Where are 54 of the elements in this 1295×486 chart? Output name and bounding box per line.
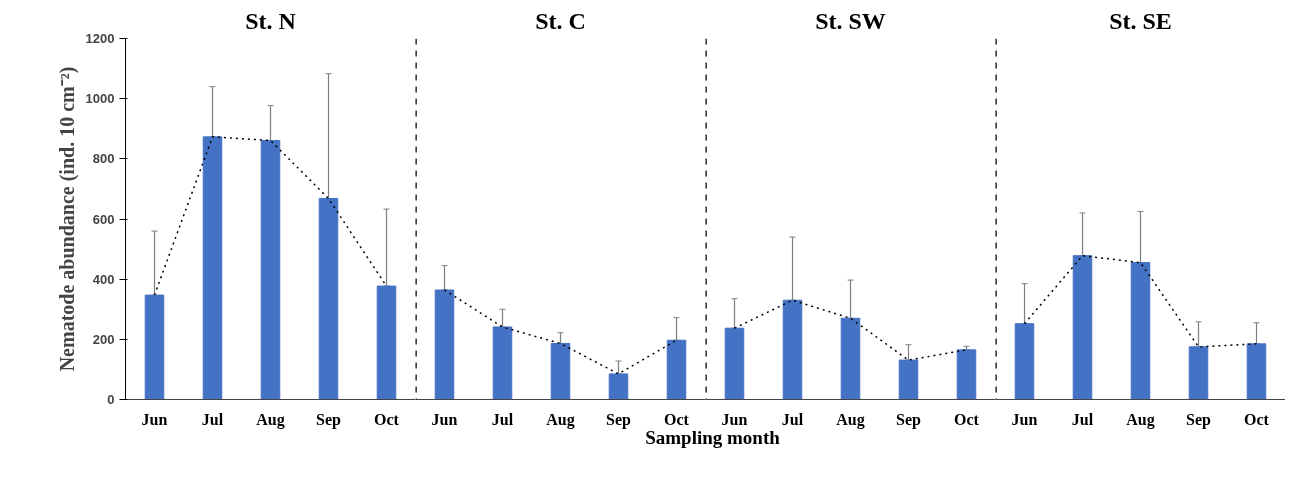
x-tick-label: Jun — [431, 410, 458, 428]
bar — [492, 326, 513, 400]
x-tick-label: Jul — [1071, 410, 1094, 428]
x-tick-label: Sep — [316, 410, 342, 429]
y-axis-title: Nematode abundance (ind. 10 cm⁻²) — [55, 66, 79, 372]
bar — [666, 339, 687, 400]
bar — [608, 373, 629, 400]
x-tick-label: Jul — [491, 410, 514, 428]
chart-title: St. SE — [1109, 7, 1172, 34]
bar — [260, 139, 281, 400]
x-tick-label: Aug — [546, 410, 575, 429]
bar — [898, 359, 919, 400]
y-tick-label: 200 — [92, 331, 115, 347]
bar — [550, 343, 571, 400]
x-tick-label: Oct — [374, 410, 400, 428]
bar — [202, 136, 223, 400]
chart-title: St. N — [245, 7, 297, 34]
x-tick-label: Oct — [664, 410, 690, 428]
bar — [1188, 346, 1209, 400]
x-tick-label: Sep — [1186, 410, 1212, 429]
bar — [318, 198, 339, 400]
x-tick-label: Aug — [836, 410, 865, 429]
bar — [840, 317, 861, 400]
bar — [956, 349, 977, 400]
chart-title: St. C — [535, 7, 586, 34]
y-tick-label: 0 — [107, 392, 115, 407]
x-tick-label: Jul — [201, 410, 224, 428]
bar — [434, 289, 455, 400]
x-tick-label: Oct — [954, 410, 980, 428]
y-tick-label: 400 — [92, 271, 115, 287]
x-tick-label: Jun — [721, 410, 748, 428]
x-tick-label: Oct — [1244, 410, 1270, 428]
bar — [724, 327, 745, 400]
y-tick-label: 800 — [92, 151, 115, 167]
x-axis-title: Sampling month — [645, 426, 780, 450]
chart-title: St. SW — [815, 7, 886, 34]
y-tick-label: 1000 — [85, 91, 115, 107]
bar — [1072, 255, 1093, 400]
bar — [1014, 323, 1035, 400]
x-tick-label: Aug — [1126, 410, 1155, 429]
x-tick-label: Jun — [141, 410, 168, 428]
y-tick-label: 1200 — [85, 31, 115, 46]
x-tick-label: Sep — [896, 410, 922, 429]
bar — [376, 285, 397, 400]
x-tick-label: Jul — [781, 410, 804, 428]
y-tick-label: 600 — [92, 211, 115, 227]
x-tick-label: Sep — [606, 410, 632, 429]
bar — [1246, 343, 1267, 400]
bar — [1130, 262, 1151, 400]
bar — [782, 299, 803, 400]
bar — [144, 294, 165, 400]
x-tick-label: Aug — [256, 410, 285, 429]
x-tick-label: Jun — [1011, 410, 1038, 428]
line-series — [153, 136, 388, 296]
